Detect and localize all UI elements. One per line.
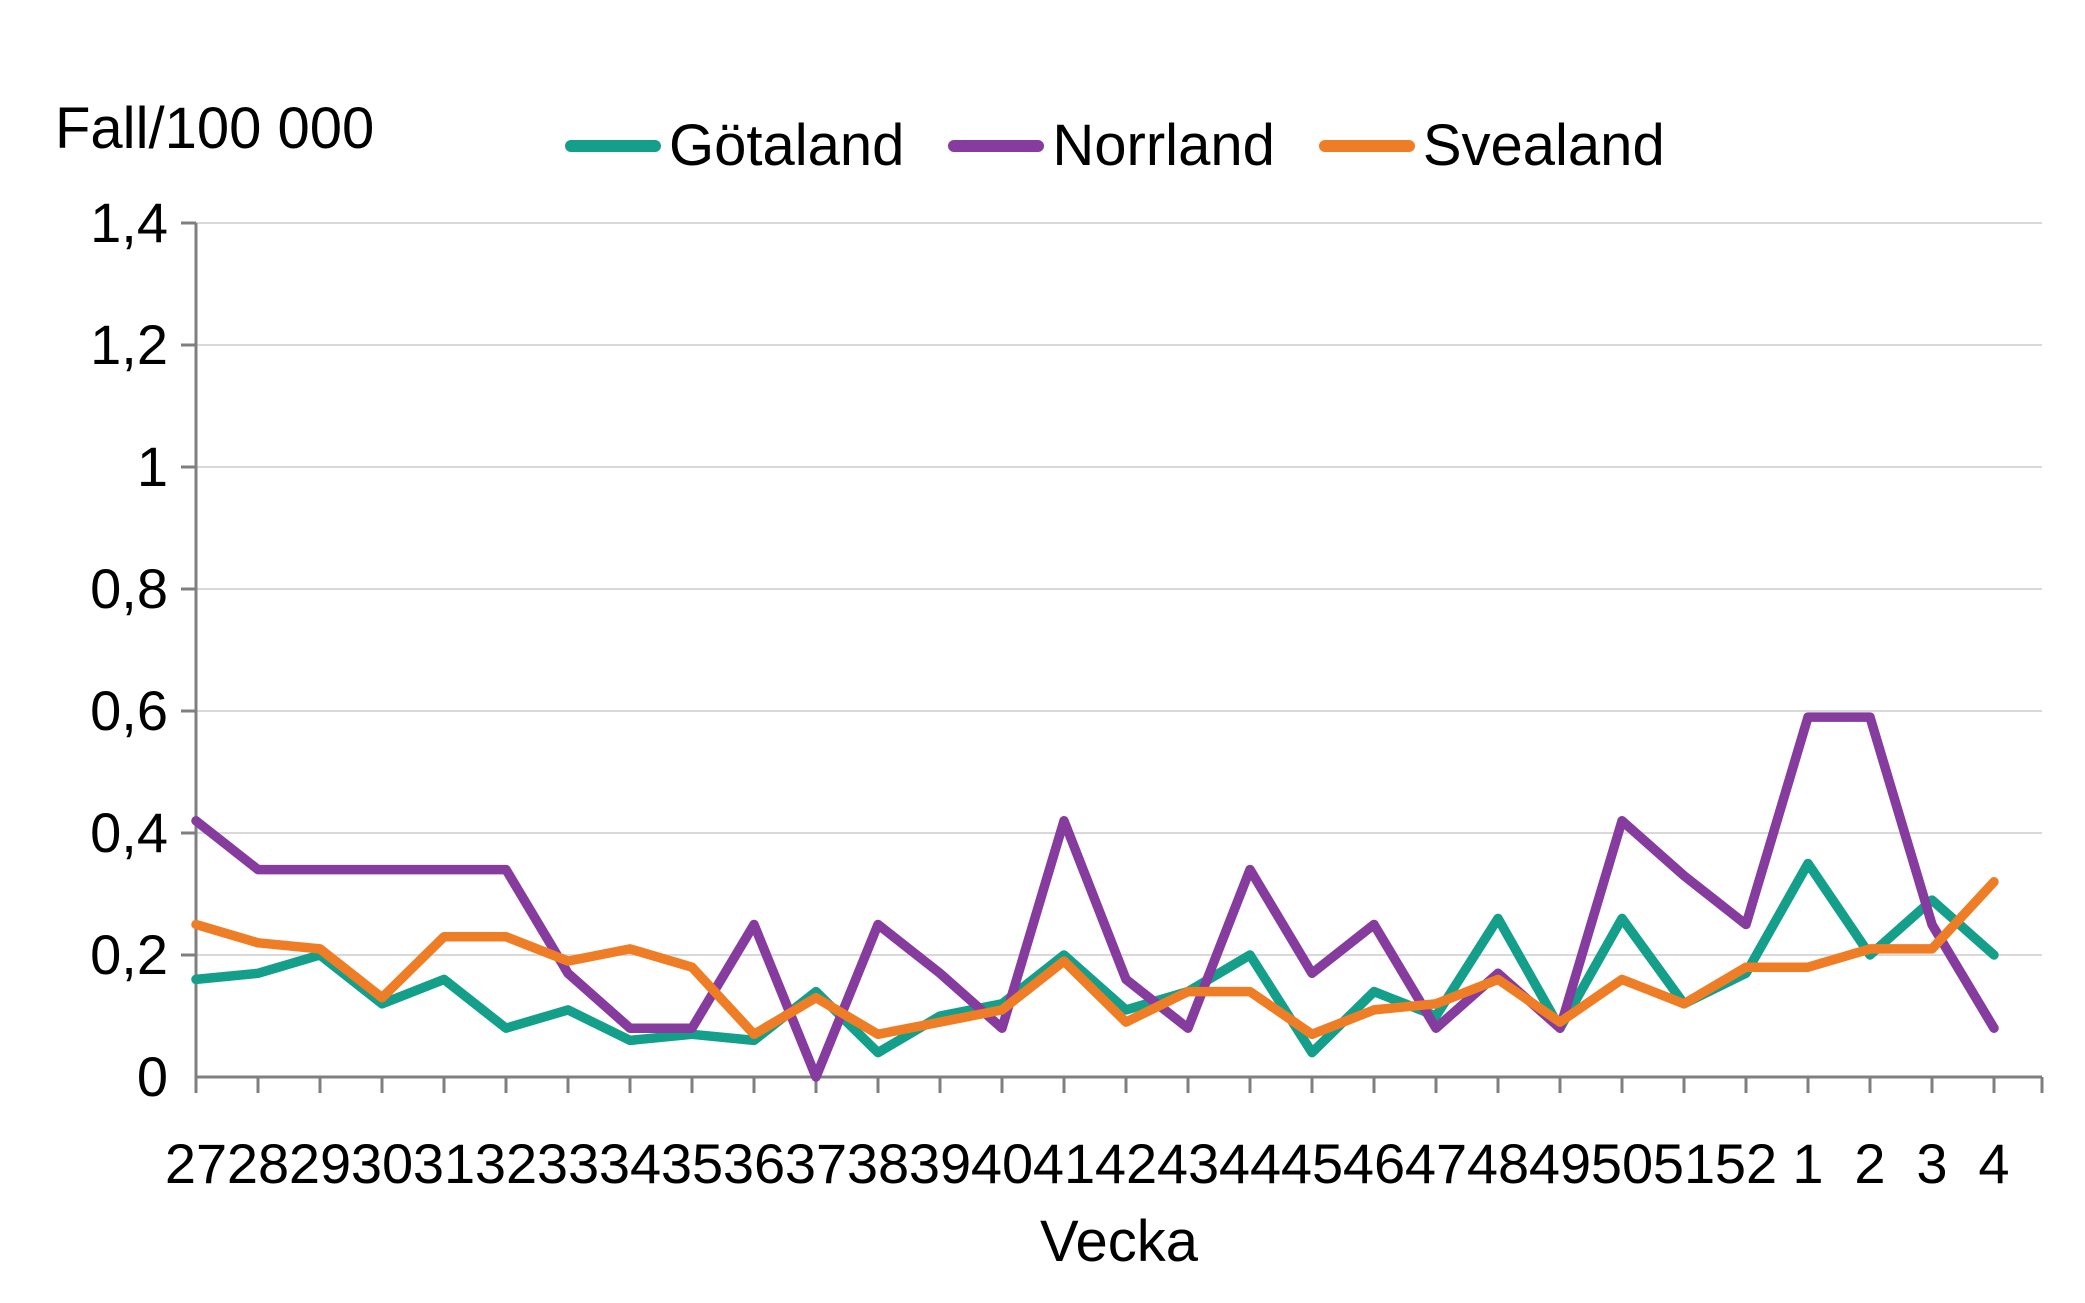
x-tick-label: 35 [661,1132,723,1195]
legend-label-norrland: Norrland [1052,113,1275,178]
x-tick-label: 40 [971,1132,1033,1195]
x-tick-label: 45 [1281,1132,1343,1195]
legend-item-norrland[interactable]: Norrland [948,112,1275,179]
y-tick-label: 0,2 [90,923,168,986]
x-tick-label: 39 [909,1132,971,1195]
legend: Götaland Norrland Svealand [565,112,1665,179]
x-tick-label: 27 [165,1132,227,1195]
legend-label-svealand: Svealand [1422,113,1665,178]
y-tick-label: 1,4 [90,191,168,254]
x-axis-title: Vecka [1040,1209,1198,1274]
norrland-line-swatch-icon [948,139,1045,152]
svealand-line-swatch-icon [1318,139,1415,152]
x-tick-label: 52 [1715,1132,1777,1195]
x-tick-label: 28 [227,1132,289,1195]
x-tick-label: 48 [1467,1132,1529,1195]
y-tick-label: 1,2 [90,313,168,376]
x-tick-label: 36 [723,1132,785,1195]
y-axis-title: Fall/100 000 [55,96,375,161]
x-tick-label: 31 [413,1132,475,1195]
x-tick-label: 42 [1095,1132,1157,1195]
x-tick-label: 49 [1529,1132,1591,1195]
x-tick-label: 47 [1405,1132,1467,1195]
x-tick-label: 4 [1978,1132,2009,1195]
x-tick-label: 41 [1033,1132,1095,1195]
legend-item-svealand[interactable]: Svealand [1318,112,1665,179]
x-tick-label: 32 [475,1132,537,1195]
y-tick-label: 1 [137,435,168,498]
gotaland-line-swatch-icon [565,139,661,152]
x-tick-label: 33 [537,1132,599,1195]
x-tick-label: 43 [1157,1132,1219,1195]
y-tick-label: 0 [137,1045,168,1108]
x-tick-label: 44 [1219,1132,1281,1195]
x-tick-label: 51 [1653,1132,1715,1195]
legend-label-gotaland: Götaland [669,113,905,178]
x-tick-label: 30 [351,1132,413,1195]
x-tick-label: 1 [1792,1132,1823,1195]
x-tick-label: 37 [785,1132,847,1195]
series-line-norrland [191,712,1999,1082]
series-line-svealand [191,877,1999,1040]
legend-item-gotaland[interactable]: Götaland [565,112,904,179]
y-tick-label: 0,4 [90,801,168,864]
x-tick-label: 3 [1916,1132,1947,1195]
x-tick-label: 2 [1854,1132,1885,1195]
y-tick-label: 0,6 [90,679,168,742]
x-tick-label: 50 [1591,1132,1653,1195]
y-tick-label: 0,8 [90,557,168,620]
x-tick-label: 34 [599,1132,661,1195]
x-tick-label: 38 [847,1132,909,1195]
x-tick-label: 46 [1343,1132,1405,1195]
x-tick-label: 29 [289,1132,351,1195]
